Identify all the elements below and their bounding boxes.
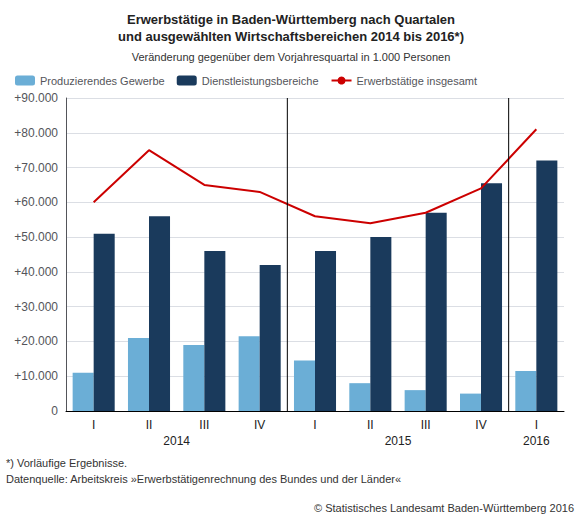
svg-text:+80.000: +80.000 [14,126,58,140]
svg-text:und ausgewählten Wirtschaftsbe: und ausgewählten Wirtschaftsbereichen 20… [118,29,464,44]
svg-text:Erwerbstätige in Baden-Württem: Erwerbstätige in Baden-Württemberg nach … [127,12,455,27]
svg-text:Veränderung gegenüber dem Vorj: Veränderung gegenüber dem Vorjahresquart… [132,51,451,63]
svg-text:+90.000: +90.000 [14,91,58,105]
svg-text:Datenquelle: Arbeitskreis »Erw: Datenquelle: Arbeitskreis »Erwerbstätige… [6,473,401,485]
svg-text:+20.000: +20.000 [14,334,58,348]
svg-text:+30.000: +30.000 [14,300,58,314]
svg-text:III: III [421,418,431,432]
svg-text:+60.000: +60.000 [14,195,58,209]
svg-text:II: II [367,418,374,432]
svg-text:Erwerbstätige insgesamt: Erwerbstätige insgesamt [357,75,477,87]
svg-text:2014: 2014 [163,434,190,448]
svg-text:0: 0 [51,404,58,418]
svg-text:+70.000: +70.000 [14,161,58,175]
svg-text:Dienstleistungsbereiche: Dienstleistungsbereiche [202,75,319,87]
svg-text:2015: 2015 [385,434,412,448]
svg-text:I: I [92,418,95,432]
svg-text:IV: IV [254,418,265,432]
svg-text:II: II [146,418,153,432]
svg-text:Produzierendes Gewerbe: Produzierendes Gewerbe [40,75,165,87]
svg-text:III: III [199,418,209,432]
svg-text:+40.000: +40.000 [14,265,58,279]
svg-text:+50.000: +50.000 [14,230,58,244]
svg-text:+10.000: +10.000 [14,369,58,383]
svg-text:I: I [313,418,316,432]
svg-text:*) Vorläufige Ergebnisse.: *) Vorläufige Ergebnisse. [6,457,127,469]
svg-text:© Statistisches Landesamt Bade: © Statistisches Landesamt Baden-Württemb… [314,502,574,514]
svg-text:2016: 2016 [523,434,550,448]
svg-text:IV: IV [475,418,486,432]
svg-text:I: I [535,418,538,432]
